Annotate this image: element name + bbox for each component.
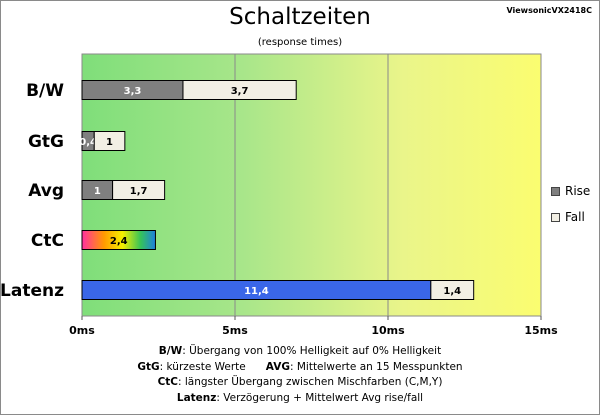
bar-fall xyxy=(93,131,126,151)
note-latenz: Latenz: Verzögerung + Mittelwert Avg ris… xyxy=(176,391,424,404)
note-gtg-avg: GtG: kürzeste Werte AVG: Mittelwerte an … xyxy=(137,360,463,373)
legend-label-rise: Rise xyxy=(565,184,591,198)
bar-rise xyxy=(81,230,156,250)
data-label: 1,4 xyxy=(443,286,461,297)
data-label: 3,3 xyxy=(124,86,142,97)
bar-fall xyxy=(182,80,297,100)
legend-item-fall: Fall xyxy=(551,204,590,230)
category-label: Latenz xyxy=(0,281,64,301)
category-label: Avg xyxy=(28,181,64,201)
bar-fall xyxy=(430,280,475,300)
bar-fall xyxy=(112,180,166,200)
x-tick-label: 15ms xyxy=(524,324,558,337)
legend-item-rise: Rise xyxy=(551,178,590,204)
legend-label-fall: Fall xyxy=(565,210,585,224)
category-label: B/W xyxy=(26,81,64,101)
category-label: GtG xyxy=(28,132,64,152)
x-tick-label: 0ms xyxy=(69,324,95,337)
data-label: 1 xyxy=(106,137,113,148)
note-ctc: CtC: längster Übergang zwischen Mischfar… xyxy=(157,376,443,388)
data-label: 3,7 xyxy=(231,86,249,97)
x-tick-label: 5ms xyxy=(222,324,248,337)
legend-swatch-rise xyxy=(551,186,560,196)
chart-notes: B/W: Übergang von 100% Helligkeit auf 0%… xyxy=(0,344,600,406)
legend: Rise Fall xyxy=(551,178,590,230)
chart-subtitle: (response times) xyxy=(257,37,343,48)
data-label: 0,4 xyxy=(79,137,97,148)
legend-swatch-fall xyxy=(551,212,560,222)
monitor-model: ViewsonicVX2418C xyxy=(506,6,592,15)
data-label: 2,4 xyxy=(110,236,128,247)
chart-title: Schaltzeiten xyxy=(229,4,371,30)
data-label: 11,4 xyxy=(244,286,269,297)
data-label: 1 xyxy=(94,186,101,197)
data-label: 1,7 xyxy=(130,186,148,197)
x-tick-label: 10ms xyxy=(371,324,405,337)
category-label: CtC xyxy=(31,231,64,251)
note-bw: B/W: Übergang von 100% Helligkeit auf 0%… xyxy=(158,345,442,357)
